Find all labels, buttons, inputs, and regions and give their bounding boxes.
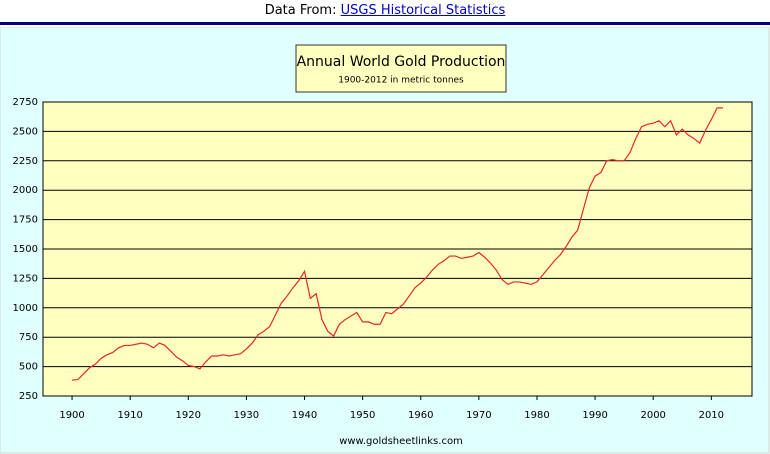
y-tick-label: 2500 [13, 126, 38, 137]
y-tick-label: 1000 [13, 303, 38, 314]
x-tick-label: 1920 [176, 410, 201, 421]
y-tick-label: 750 [19, 332, 38, 343]
x-tick-label: 1990 [582, 410, 607, 421]
header-label: Data From: [264, 3, 337, 18]
x-tick-label: 2000 [640, 410, 665, 421]
chart-subtitle: 1900-2012 in metric tonnes [338, 76, 464, 86]
chart: Annual World Gold Production 1900-2012 i… [0, 27, 770, 454]
y-tick-label: 2250 [13, 156, 38, 167]
y-tick-label: 2750 [13, 97, 38, 108]
source-note: www.goldsheetlinks.com [339, 436, 463, 447]
x-tick-label: 1980 [524, 410, 549, 421]
data-line [72, 107, 723, 381]
x-tick-label: 2010 [699, 410, 724, 421]
y-tick-label: 1500 [13, 244, 38, 255]
chart-title: Annual World Gold Production [297, 54, 506, 70]
y-tick-label: 500 [19, 362, 38, 373]
x-tick-label: 1950 [350, 410, 375, 421]
x-tick-label: 1940 [292, 410, 317, 421]
x-tick-label: 1970 [466, 410, 491, 421]
header: Data From: USGS Historical Statistics [0, 0, 770, 22]
x-tick-label: 1900 [59, 410, 84, 421]
title-box [295, 44, 507, 93]
x-tick-label: 1910 [117, 410, 142, 421]
source-link[interactable]: USGS Historical Statistics [340, 3, 506, 18]
y-tick-label: 1750 [13, 215, 38, 226]
y-tick-label: 2000 [13, 185, 38, 196]
plot-border [42, 101, 753, 397]
x-tick-label: 1930 [234, 410, 259, 421]
y-tick-label: 1250 [13, 273, 38, 284]
y-tick-label: 250 [19, 391, 38, 402]
x-tick-label: 1960 [408, 410, 433, 421]
header-rule [0, 22, 770, 25]
